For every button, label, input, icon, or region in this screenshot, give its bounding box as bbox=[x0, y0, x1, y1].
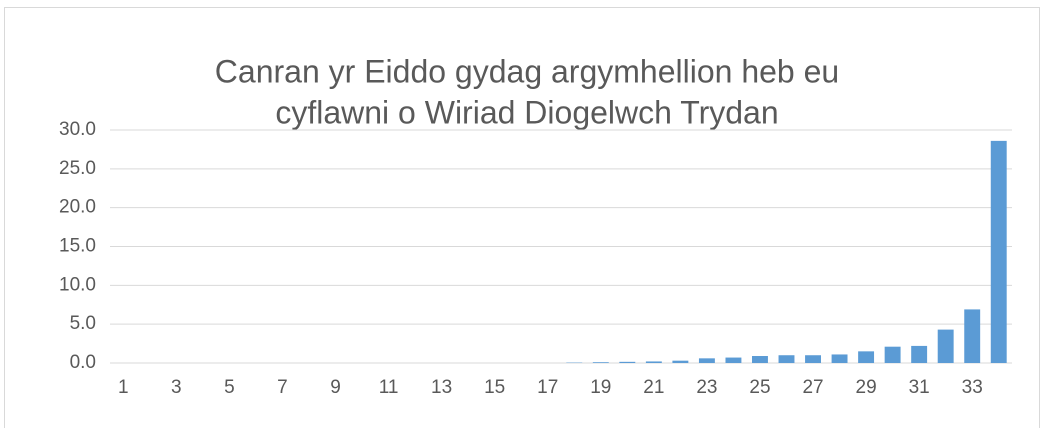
x-tick-label: 31 bbox=[909, 377, 930, 398]
bar bbox=[964, 309, 981, 363]
x-tick-label: 19 bbox=[590, 377, 611, 398]
y-tick-label: 25.0 bbox=[59, 158, 96, 179]
chart-title: cyflawni o Wiriad Diogelwch Trydan bbox=[275, 94, 778, 130]
y-tick-label: 5.0 bbox=[70, 313, 96, 334]
bar bbox=[831, 354, 848, 363]
bar bbox=[725, 357, 742, 363]
x-tick-label: 7 bbox=[277, 377, 288, 398]
bar bbox=[805, 355, 821, 363]
x-tick-label: 13 bbox=[431, 377, 452, 398]
y-tick-label: 20.0 bbox=[59, 197, 96, 218]
y-tick-label: 0.0 bbox=[70, 352, 96, 373]
bar bbox=[911, 345, 928, 363]
bar bbox=[858, 351, 875, 363]
x-tick-label: 17 bbox=[537, 377, 558, 398]
x-tick-label: 33 bbox=[962, 377, 983, 398]
x-tick-label: 1 bbox=[118, 377, 129, 398]
bar bbox=[592, 362, 609, 363]
x-tick-label: 25 bbox=[749, 377, 770, 398]
bar bbox=[884, 346, 901, 363]
x-tick-label: 27 bbox=[802, 377, 823, 398]
bar bbox=[990, 140, 1007, 363]
x-tick-label: 3 bbox=[171, 377, 182, 398]
chart-title: Canran yr Eiddo gydag argymhellion heb e… bbox=[215, 53, 839, 89]
bar bbox=[778, 355, 795, 363]
x-tick-label: 9 bbox=[330, 377, 341, 398]
y-tick-label: 10.0 bbox=[59, 274, 96, 295]
bar bbox=[672, 360, 689, 363]
bar bbox=[752, 356, 768, 363]
x-tick-label: 11 bbox=[379, 377, 399, 398]
y-tick-label: 30.0 bbox=[59, 119, 96, 140]
bar bbox=[937, 329, 954, 363]
bar bbox=[619, 361, 636, 363]
x-tick-label: 23 bbox=[696, 377, 717, 398]
x-tick-label: 5 bbox=[224, 377, 235, 398]
y-tick-label: 15.0 bbox=[59, 236, 96, 257]
x-tick-label: 29 bbox=[856, 377, 877, 398]
bar bbox=[645, 361, 662, 363]
x-tick-label: 21 bbox=[643, 377, 664, 398]
x-tick-label: 15 bbox=[484, 377, 505, 398]
bar bbox=[698, 358, 715, 363]
